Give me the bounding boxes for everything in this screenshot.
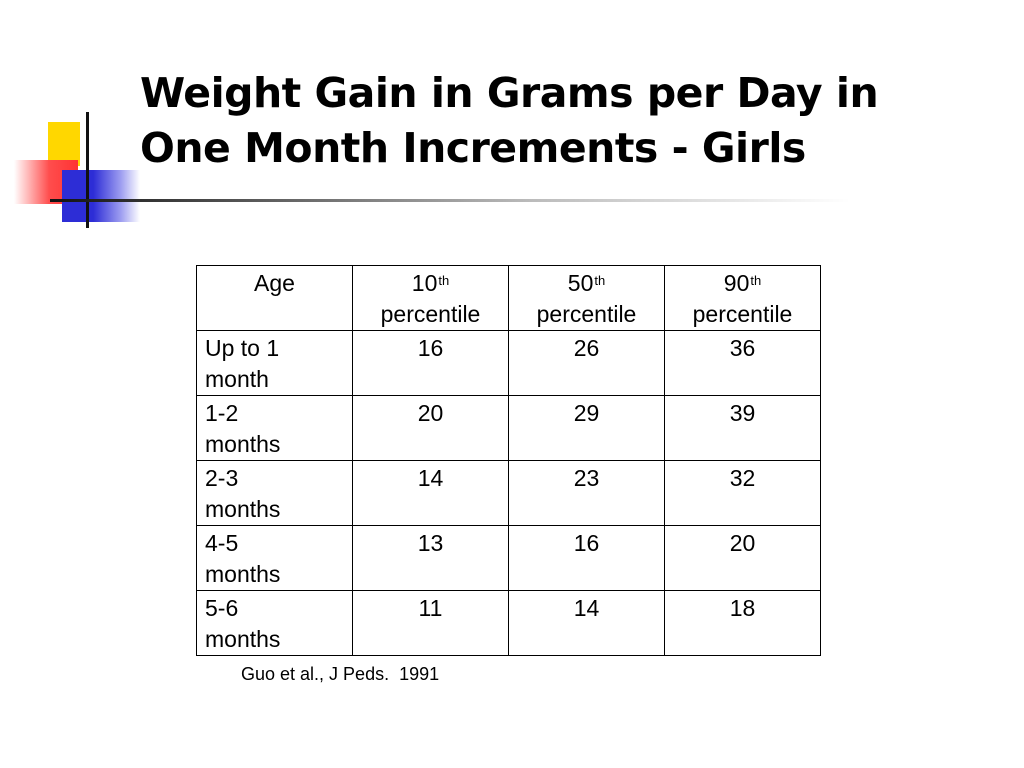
p50-cell: 29 <box>508 395 665 461</box>
age-cell: 1-2 months <box>196 395 353 461</box>
p90-cell: 20 <box>664 525 821 591</box>
p90-cell: 32 <box>664 460 821 526</box>
slide-logo-icon <box>0 0 160 240</box>
age-cell: Up to 1 month <box>196 330 353 396</box>
p50-cell: 26 <box>508 330 665 396</box>
p10-cell: 13 <box>352 525 509 591</box>
age-cell: 4-5 months <box>196 525 353 591</box>
title-underline-rule <box>50 199 850 202</box>
vertical-rule <box>86 112 89 228</box>
slide-title: Weight Gain in Grams per Day in One Mont… <box>140 66 1010 176</box>
age-cell: 5-6 months <box>196 590 353 656</box>
table-row: 5-6 months 11 14 18 <box>196 590 821 656</box>
slide-title-line-2: One Month Increments - Girls <box>140 124 806 172</box>
header-age: Age <box>196 265 353 331</box>
p10-cell: 14 <box>352 460 509 526</box>
table-row: 4-5 months 13 16 20 <box>196 525 821 591</box>
header-50th-percentile: 50th percentile <box>508 265 665 331</box>
blue-square-shape <box>62 170 140 222</box>
weight-gain-table: Age 10th percentile 50th percentile 90th pe… <box>196 265 821 656</box>
table-row: 2-3 months 14 23 32 <box>196 460 821 526</box>
table-row: 1-2 months 20 29 39 <box>196 395 821 461</box>
p90-cell: 39 <box>664 395 821 461</box>
table-row: Up to 1 month 16 26 36 <box>196 330 821 396</box>
slide-title-line-1: Weight Gain in Grams per Day in <box>140 69 879 117</box>
p50-cell: 23 <box>508 460 665 526</box>
p10-cell: 16 <box>352 330 509 396</box>
p50-cell: 14 <box>508 590 665 656</box>
citation: Guo et al., J Peds. 1991 <box>241 664 440 684</box>
yellow-square-shape <box>48 122 80 166</box>
table-header-row: Age 10th percentile 50th percentile 90th pe… <box>196 265 821 331</box>
p90-cell: 18 <box>664 590 821 656</box>
p90-cell: 36 <box>664 330 821 396</box>
p10-cell: 11 <box>352 590 509 656</box>
p10-cell: 20 <box>352 395 509 461</box>
header-90th-percentile: 90th percentile <box>664 265 821 331</box>
header-10th-percentile: 10th percentile <box>352 265 509 331</box>
age-cell: 2-3 months <box>196 460 353 526</box>
p50-cell: 16 <box>508 525 665 591</box>
